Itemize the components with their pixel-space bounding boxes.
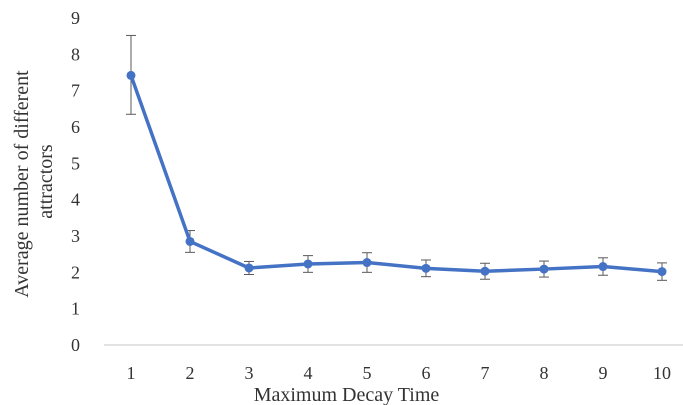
y-tick-label: 5 xyxy=(71,153,80,173)
data-point xyxy=(126,70,136,80)
x-tick-label: 7 xyxy=(481,363,490,383)
y-tick-label: 9 xyxy=(71,8,80,28)
y-axis-title-line-1: Average number of different xyxy=(11,70,33,298)
error-bars xyxy=(126,34,667,281)
x-tick-label: 10 xyxy=(653,363,671,383)
data-points xyxy=(126,70,667,277)
data-point xyxy=(598,262,608,272)
data-point xyxy=(657,267,667,277)
x-tick-label: 2 xyxy=(186,363,195,383)
y-tick-label: 1 xyxy=(71,299,80,319)
data-point xyxy=(244,263,254,273)
data-point xyxy=(539,264,549,274)
x-tick-label: 8 xyxy=(540,363,549,383)
y-tick-label: 3 xyxy=(71,226,80,246)
x-tick-label: 6 xyxy=(422,363,431,383)
x-axis-ticks: 1 2 3 4 5 6 7 8 9 10 xyxy=(127,363,672,383)
x-tick-label: 4 xyxy=(304,363,313,383)
y-tick-label: 4 xyxy=(71,190,80,210)
x-tick-label: 3 xyxy=(245,363,254,383)
y-tick-label: 2 xyxy=(71,262,80,282)
y-tick-label: 0 xyxy=(71,335,80,355)
y-axis-ticks: 0 1 2 3 4 5 6 7 8 9 xyxy=(71,8,80,355)
y-tick-label: 6 xyxy=(71,117,80,137)
y-tick-label: 7 xyxy=(71,81,80,101)
x-tick-label: 1 xyxy=(127,363,136,383)
data-point xyxy=(480,266,490,276)
data-point xyxy=(362,258,372,268)
data-point xyxy=(421,263,431,273)
series-line xyxy=(129,74,663,274)
x-tick-label: 9 xyxy=(599,363,608,383)
x-axis-title: Maximum Decay Time xyxy=(254,384,440,405)
y-tick-label: 8 xyxy=(71,44,80,64)
x-tick-label: 5 xyxy=(363,363,372,383)
y-axis-title-line-2: attractors xyxy=(35,144,57,219)
y-axis-title: Average number of different attractors xyxy=(11,65,57,298)
data-point xyxy=(185,236,195,246)
data-point xyxy=(303,259,313,269)
